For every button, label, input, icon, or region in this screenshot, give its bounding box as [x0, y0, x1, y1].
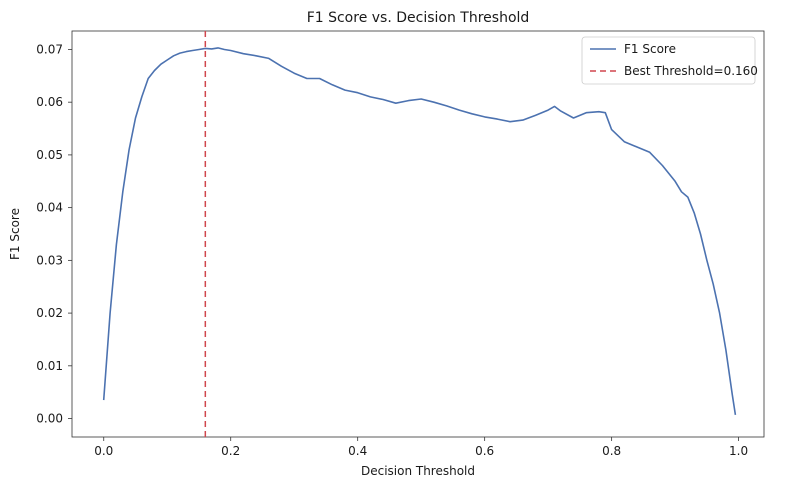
- plot-area: 0.0 0.2 0.4 0.6 0.8 1.0 0.000.010.020.030.040…: [36, 30, 765, 458]
- x-tick-label: 0.0: [94, 444, 113, 458]
- y-axis-ticks: 0.00 0.01 0.02 0.03 0.04 0.05 0.06 0.07: [36, 42, 72, 426]
- legend-label-f1-score: F1 Score: [624, 42, 676, 56]
- y-tick-label: 0.05: [36, 148, 63, 162]
- legend-box: [581, 36, 756, 85]
- legend: F1 Score Best Threshold=0.160: [581, 36, 758, 85]
- x-axis-label: Decision Threshold: [361, 464, 475, 478]
- y-tick-label: 0.04: [36, 201, 63, 215]
- axes-frame: [71, 30, 765, 438]
- y-tick-label: 0.06: [36, 95, 63, 109]
- y-tick-label: 0.02: [36, 306, 63, 320]
- y-tick-label: 0.00: [36, 412, 63, 426]
- y-tick-label: 0.07: [36, 42, 63, 56]
- x-tick-label: 0.8: [602, 444, 621, 458]
- x-axis-ticks: 0.0 0.2 0.4 0.6 0.8 1.0: [94, 437, 748, 458]
- series-line-f1-score: [102, 47, 737, 416]
- x-tick-label: 0.4: [348, 444, 367, 458]
- x-tick-label: 0.2: [221, 444, 240, 458]
- y-axis-label: F1 Score: [8, 208, 22, 260]
- y-tick-label: 0.01: [36, 359, 63, 373]
- legend-label-best-threshold: Best Threshold=0.160: [624, 64, 758, 78]
- y-tick-label: 0.03: [36, 253, 63, 267]
- x-tick-label: 0.6: [475, 444, 494, 458]
- x-tick-label: 1.0: [729, 444, 748, 458]
- chart-title: F1 Score vs. Decision Threshold: [307, 10, 530, 26]
